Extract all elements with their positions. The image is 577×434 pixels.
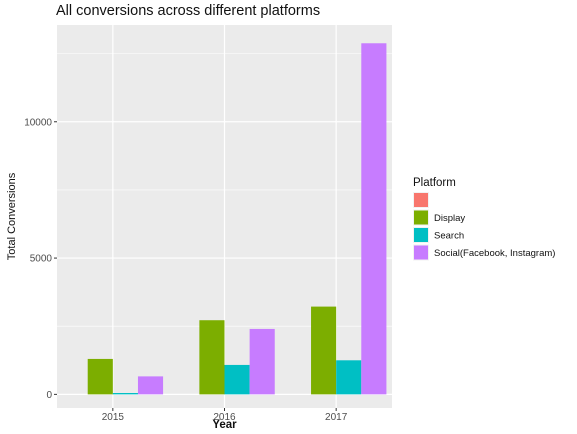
- bar-social-2017: [361, 43, 387, 395]
- bar-display-2015: [87, 358, 113, 395]
- bar-social-2016: [249, 328, 275, 395]
- legend-key-swatch: [414, 193, 428, 207]
- x-tick-label: 2016: [213, 412, 236, 423]
- bar-social-2015: [137, 376, 164, 395]
- legend-label: Search: [434, 231, 464, 242]
- legend-key-swatch: [414, 210, 428, 225]
- legend-key-swatch: [414, 245, 428, 260]
- chart-title: All conversions across different platfor…: [56, 3, 320, 19]
- y-tick-label: 5000: [30, 254, 53, 265]
- bars: [87, 43, 387, 395]
- legend-key-swatch: [414, 228, 428, 242]
- legend-label: Display: [434, 213, 465, 224]
- legend-title: Platform: [413, 177, 456, 189]
- y-axis: 0 5000 10000: [24, 117, 57, 401]
- bar-search-2017: [336, 360, 362, 395]
- bar-display-2016: [199, 320, 225, 395]
- y-tick-label: 0: [46, 390, 52, 401]
- bar-display-2017: [311, 306, 337, 395]
- legend-label: Social(Facebook, Instagram): [434, 248, 555, 259]
- bar-search-2015: [112, 393, 138, 395]
- x-tick-label: 2015: [102, 412, 125, 423]
- x-tick-label: 2017: [325, 412, 348, 423]
- x-axis-title: Year: [212, 419, 237, 431]
- legend: Platform Display Search Social(Facebook, I…: [413, 177, 555, 261]
- bar-search-2016: [224, 364, 250, 395]
- x-axis: 2015 2016 2017: [102, 408, 348, 423]
- y-tick-label: 10000: [24, 117, 52, 128]
- y-axis-title: Total Conversions: [6, 172, 18, 260]
